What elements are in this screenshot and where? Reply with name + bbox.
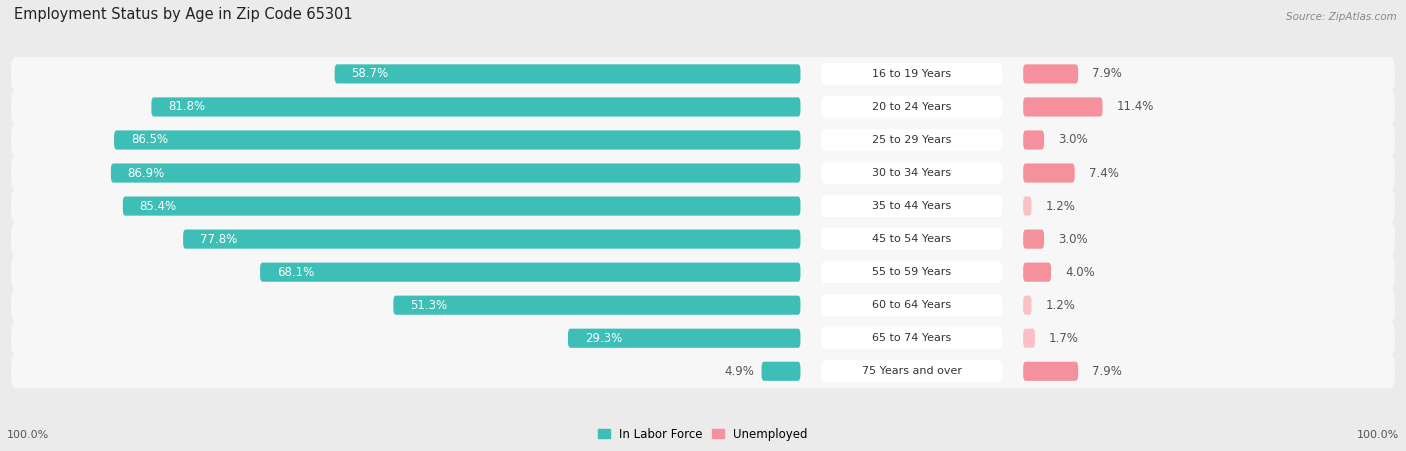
Text: 85.4%: 85.4% (139, 200, 177, 212)
Text: 4.9%: 4.9% (724, 365, 755, 378)
Text: 35 to 44 Years: 35 to 44 Years (872, 201, 952, 211)
Text: 77.8%: 77.8% (200, 233, 238, 246)
FancyBboxPatch shape (568, 329, 800, 348)
FancyBboxPatch shape (11, 123, 1395, 157)
Text: 7.9%: 7.9% (1092, 67, 1122, 80)
Text: 86.9%: 86.9% (128, 166, 165, 179)
Text: 30 to 34 Years: 30 to 34 Years (872, 168, 952, 178)
Text: 60 to 64 Years: 60 to 64 Years (872, 300, 952, 310)
FancyBboxPatch shape (1024, 130, 1045, 150)
FancyBboxPatch shape (1024, 329, 1035, 348)
Text: Source: ZipAtlas.com: Source: ZipAtlas.com (1285, 12, 1396, 22)
Text: 16 to 19 Years: 16 to 19 Years (872, 69, 952, 79)
Text: 4.0%: 4.0% (1064, 266, 1095, 279)
FancyBboxPatch shape (11, 288, 1395, 322)
Text: 45 to 54 Years: 45 to 54 Years (872, 234, 952, 244)
Text: 100.0%: 100.0% (7, 430, 49, 440)
FancyBboxPatch shape (11, 322, 1395, 355)
FancyBboxPatch shape (1024, 230, 1045, 249)
FancyBboxPatch shape (152, 97, 800, 116)
Text: 25 to 29 Years: 25 to 29 Years (872, 135, 952, 145)
FancyBboxPatch shape (821, 129, 1002, 151)
Text: 55 to 59 Years: 55 to 59 Years (872, 267, 952, 277)
Text: 75 Years and over: 75 Years and over (862, 366, 962, 376)
FancyBboxPatch shape (11, 189, 1395, 223)
Text: 81.8%: 81.8% (169, 101, 205, 114)
FancyBboxPatch shape (821, 63, 1002, 85)
FancyBboxPatch shape (260, 262, 800, 282)
FancyBboxPatch shape (11, 255, 1395, 289)
FancyBboxPatch shape (821, 295, 1002, 316)
Text: 65 to 74 Years: 65 to 74 Years (872, 333, 952, 343)
Legend: In Labor Force, Unemployed: In Labor Force, Unemployed (593, 423, 813, 446)
Text: 3.0%: 3.0% (1057, 133, 1088, 147)
FancyBboxPatch shape (122, 197, 800, 216)
FancyBboxPatch shape (821, 261, 1002, 283)
Text: 7.9%: 7.9% (1092, 365, 1122, 378)
Text: 20 to 24 Years: 20 to 24 Years (872, 102, 952, 112)
FancyBboxPatch shape (1024, 362, 1078, 381)
FancyBboxPatch shape (821, 162, 1002, 184)
FancyBboxPatch shape (11, 222, 1395, 256)
FancyBboxPatch shape (821, 96, 1002, 118)
FancyBboxPatch shape (114, 130, 800, 150)
Text: 3.0%: 3.0% (1057, 233, 1088, 246)
Text: 58.7%: 58.7% (352, 67, 388, 80)
Text: 51.3%: 51.3% (411, 299, 447, 312)
Text: 11.4%: 11.4% (1116, 101, 1154, 114)
FancyBboxPatch shape (1024, 197, 1032, 216)
FancyBboxPatch shape (1024, 262, 1052, 282)
Text: 68.1%: 68.1% (277, 266, 314, 279)
Text: 1.2%: 1.2% (1046, 200, 1076, 212)
FancyBboxPatch shape (821, 327, 1002, 349)
FancyBboxPatch shape (1024, 295, 1032, 315)
FancyBboxPatch shape (821, 360, 1002, 382)
FancyBboxPatch shape (335, 64, 800, 83)
FancyBboxPatch shape (1024, 163, 1074, 183)
FancyBboxPatch shape (1024, 97, 1102, 116)
Text: Employment Status by Age in Zip Code 65301: Employment Status by Age in Zip Code 653… (14, 6, 353, 22)
FancyBboxPatch shape (11, 57, 1395, 91)
Text: 86.5%: 86.5% (131, 133, 167, 147)
FancyBboxPatch shape (1024, 64, 1078, 83)
FancyBboxPatch shape (183, 230, 800, 249)
FancyBboxPatch shape (821, 228, 1002, 250)
FancyBboxPatch shape (821, 195, 1002, 217)
Text: 29.3%: 29.3% (585, 332, 621, 345)
FancyBboxPatch shape (11, 354, 1395, 388)
FancyBboxPatch shape (762, 362, 800, 381)
Text: 1.2%: 1.2% (1046, 299, 1076, 312)
Text: 1.7%: 1.7% (1049, 332, 1078, 345)
FancyBboxPatch shape (111, 163, 800, 183)
FancyBboxPatch shape (11, 90, 1395, 124)
FancyBboxPatch shape (394, 295, 800, 315)
Text: 100.0%: 100.0% (1357, 430, 1399, 440)
Text: 7.4%: 7.4% (1088, 166, 1119, 179)
FancyBboxPatch shape (11, 156, 1395, 190)
